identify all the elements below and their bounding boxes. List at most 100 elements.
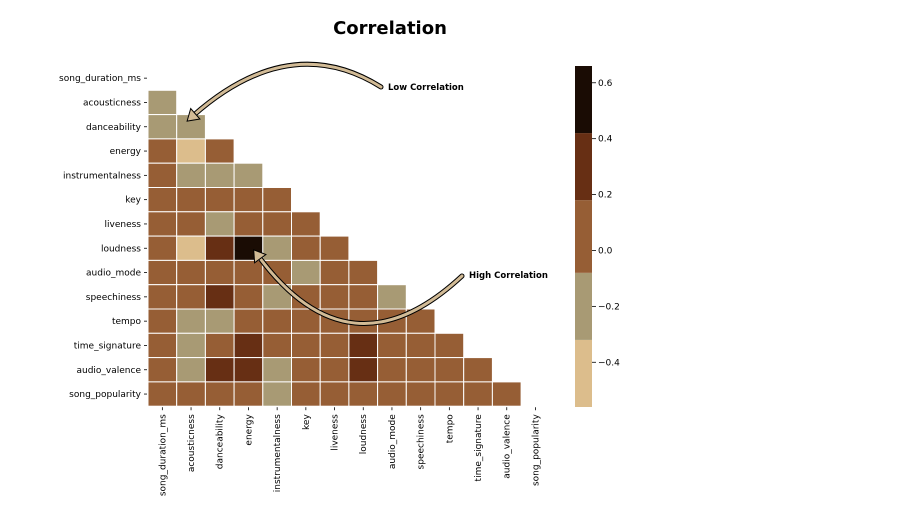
low-correlation-annotation: Low Correlation bbox=[388, 83, 464, 93]
colorbar-segment-1 bbox=[575, 272, 592, 340]
heatmap-cell-tempo-acousticness bbox=[176, 308, 206, 334]
heatmap-cell-liveness-instrumentalness bbox=[262, 211, 292, 237]
heatmap-cell-time-signature-energy bbox=[233, 332, 264, 359]
y-tick-label-danceability: danceability bbox=[86, 123, 142, 133]
heatmap-cell-speechiness-acousticness bbox=[176, 284, 206, 310]
heatmap-cell-loudness-key bbox=[291, 235, 321, 261]
colorbar-segment-4 bbox=[575, 66, 592, 134]
colorbar-tick-label: 0.0 bbox=[598, 246, 613, 256]
heatmap-cell-loudness-danceability bbox=[204, 235, 235, 261]
heatmap-cell-song-popularity-speechiness bbox=[405, 381, 436, 407]
x-tick-label-danceability: danceability bbox=[216, 414, 226, 470]
heatmap-cell-song-popularity-loudness bbox=[348, 381, 379, 407]
heatmap-cells bbox=[147, 89, 522, 407]
heatmap-cell-instrumentalness-energy bbox=[233, 162, 264, 188]
heatmap-cell-audio-valence-key bbox=[291, 357, 321, 383]
heatmap-cell-time-signature-audio-mode bbox=[377, 332, 407, 359]
heatmap-cell-liveness-key bbox=[291, 211, 321, 237]
high-correlation-arrow bbox=[253, 249, 465, 326]
x-tick-label-tempo: tempo bbox=[445, 414, 455, 444]
heatmap-cell-key-danceability bbox=[204, 187, 235, 213]
heatmap-cell-audio-valence-tempo bbox=[434, 357, 465, 383]
heatmap-cell-audio-valence-danceability bbox=[204, 357, 235, 383]
y-tick-label-acousticness: acousticness bbox=[83, 98, 141, 108]
y-tick-label-loudness: loudness bbox=[101, 244, 141, 254]
heatmap-cell-audio-mode-danceability bbox=[204, 259, 235, 286]
heatmap-cell-tempo-energy bbox=[233, 308, 264, 334]
x-tick-label-audio-mode: audio_mode bbox=[388, 414, 398, 469]
heatmap-cell-key-instrumentalness bbox=[262, 187, 292, 213]
heatmap-cell-danceability-song-duration-ms bbox=[147, 114, 178, 140]
heatmap-cell-loudness-acousticness bbox=[176, 235, 206, 261]
heatmap-cell-audio-mode-energy bbox=[233, 259, 264, 286]
heatmap-cell-acousticness-song-duration-ms bbox=[147, 89, 178, 116]
x-tick-label-liveness: liveness bbox=[331, 414, 341, 451]
heatmap-cell-tempo-instrumentalness bbox=[262, 308, 292, 334]
x-tick-label-energy: energy bbox=[244, 414, 254, 446]
heatmap-cell-energy-acousticness bbox=[176, 138, 206, 164]
heatmap-cell-loudness-instrumentalness bbox=[262, 235, 292, 261]
heatmap-cell-song-popularity-song-duration-ms bbox=[147, 381, 178, 407]
heatmap-cell-song-popularity-energy bbox=[233, 381, 264, 407]
x-tick-label-audio-valence: audio_valence bbox=[503, 414, 513, 479]
colorbar-tick-label: −0.2 bbox=[598, 302, 620, 312]
y-tick-label-audio-valence: audio_valence bbox=[76, 366, 141, 376]
heatmap-cell-song-popularity-audio-valence bbox=[491, 381, 522, 407]
heatmap-cell-speechiness-danceability bbox=[204, 284, 235, 310]
x-tick-label-time-signature: time_signature bbox=[474, 414, 484, 482]
heatmap-cell-tempo-key bbox=[291, 308, 321, 334]
heatmap-cell-time-signature-loudness bbox=[348, 332, 379, 359]
y-tick-label-energy: energy bbox=[110, 147, 142, 157]
x-tick-label-acousticness: acousticness bbox=[187, 414, 197, 472]
heatmap-cell-instrumentalness-acousticness bbox=[176, 162, 206, 188]
heatmap-cell-time-signature-danceability bbox=[204, 332, 235, 359]
heatmap-cell-key-song-duration-ms bbox=[147, 187, 178, 213]
x-tick-label-speechiness: speechiness bbox=[417, 414, 427, 470]
heatmap-cell-liveness-song-duration-ms bbox=[147, 211, 178, 237]
y-tick-label-time-signature: time_signature bbox=[74, 341, 142, 351]
y-tick-label-key: key bbox=[125, 196, 141, 206]
x-axis-tick-labels: song_duration_ms acousticness danceability… bbox=[158, 407, 541, 496]
heatmap-cell-time-signature-tempo bbox=[434, 332, 465, 359]
heatmap-cell-speechiness-loudness bbox=[348, 284, 379, 310]
heatmap-cell-audio-mode-key bbox=[291, 259, 321, 286]
chart-title: Correlation bbox=[333, 18, 447, 39]
heatmap-cell-audio-mode-song-duration-ms bbox=[147, 259, 178, 286]
heatmap-cell-song-popularity-audio-mode bbox=[377, 381, 407, 407]
heatmap-cell-song-popularity-liveness bbox=[319, 381, 350, 407]
heatmap-cell-song-popularity-instrumentalness bbox=[262, 381, 292, 407]
y-tick-label-tempo: tempo bbox=[112, 317, 142, 327]
colorbar-segment-3 bbox=[575, 133, 592, 201]
heatmap-cell-audio-valence-speechiness bbox=[405, 357, 436, 383]
heatmap-cell-liveness-danceability bbox=[204, 211, 235, 237]
heatmap-cell-key-energy bbox=[233, 187, 264, 213]
heatmap-cell-time-signature-liveness bbox=[319, 332, 350, 359]
heatmap-cell-instrumentalness-song-duration-ms bbox=[147, 162, 178, 188]
y-tick-label-song-popularity: song_popularity bbox=[69, 390, 141, 400]
heatmap-cell-audio-valence-energy bbox=[233, 357, 264, 383]
heatmap-cell-song-popularity-tempo bbox=[434, 381, 465, 407]
heatmap-cell-key-acousticness bbox=[176, 187, 206, 213]
heatmap-cell-song-popularity-key bbox=[291, 381, 321, 407]
colorbar-segment-0 bbox=[575, 339, 592, 407]
heatmap-cell-liveness-acousticness bbox=[176, 211, 206, 237]
heatmap-cell-audio-mode-acousticness bbox=[176, 259, 206, 286]
y-tick-label-instrumentalness: instrumentalness bbox=[63, 171, 141, 181]
heatmap-cell-audio-valence-liveness bbox=[319, 357, 350, 383]
heatmap-cell-time-signature-acousticness bbox=[176, 332, 206, 359]
y-tick-label-speechiness: speechiness bbox=[86, 293, 142, 303]
colorbar-segment-2 bbox=[575, 200, 592, 273]
y-tick-label-song-duration-ms: song_duration_ms bbox=[59, 74, 141, 84]
heatmap-cell-audio-mode-loudness bbox=[348, 259, 379, 286]
heatmap-cell-loudness-song-duration-ms bbox=[147, 235, 178, 261]
x-tick-label-song-duration-ms: song_duration_ms bbox=[158, 414, 168, 496]
colorbar-tick-label: 0.6 bbox=[598, 79, 613, 89]
heatmap-cell-tempo-song-duration-ms bbox=[147, 308, 178, 334]
heatmap-cell-audio-valence-song-duration-ms bbox=[147, 357, 178, 383]
heatmap-cell-song-popularity-danceability bbox=[204, 381, 235, 407]
y-tick-label-liveness: liveness bbox=[105, 220, 142, 230]
colorbar-tick-label: 0.4 bbox=[598, 135, 613, 145]
colorbar-tick-label: −0.4 bbox=[598, 358, 620, 368]
heatmap-cell-audio-valence-time-signature bbox=[463, 357, 493, 383]
